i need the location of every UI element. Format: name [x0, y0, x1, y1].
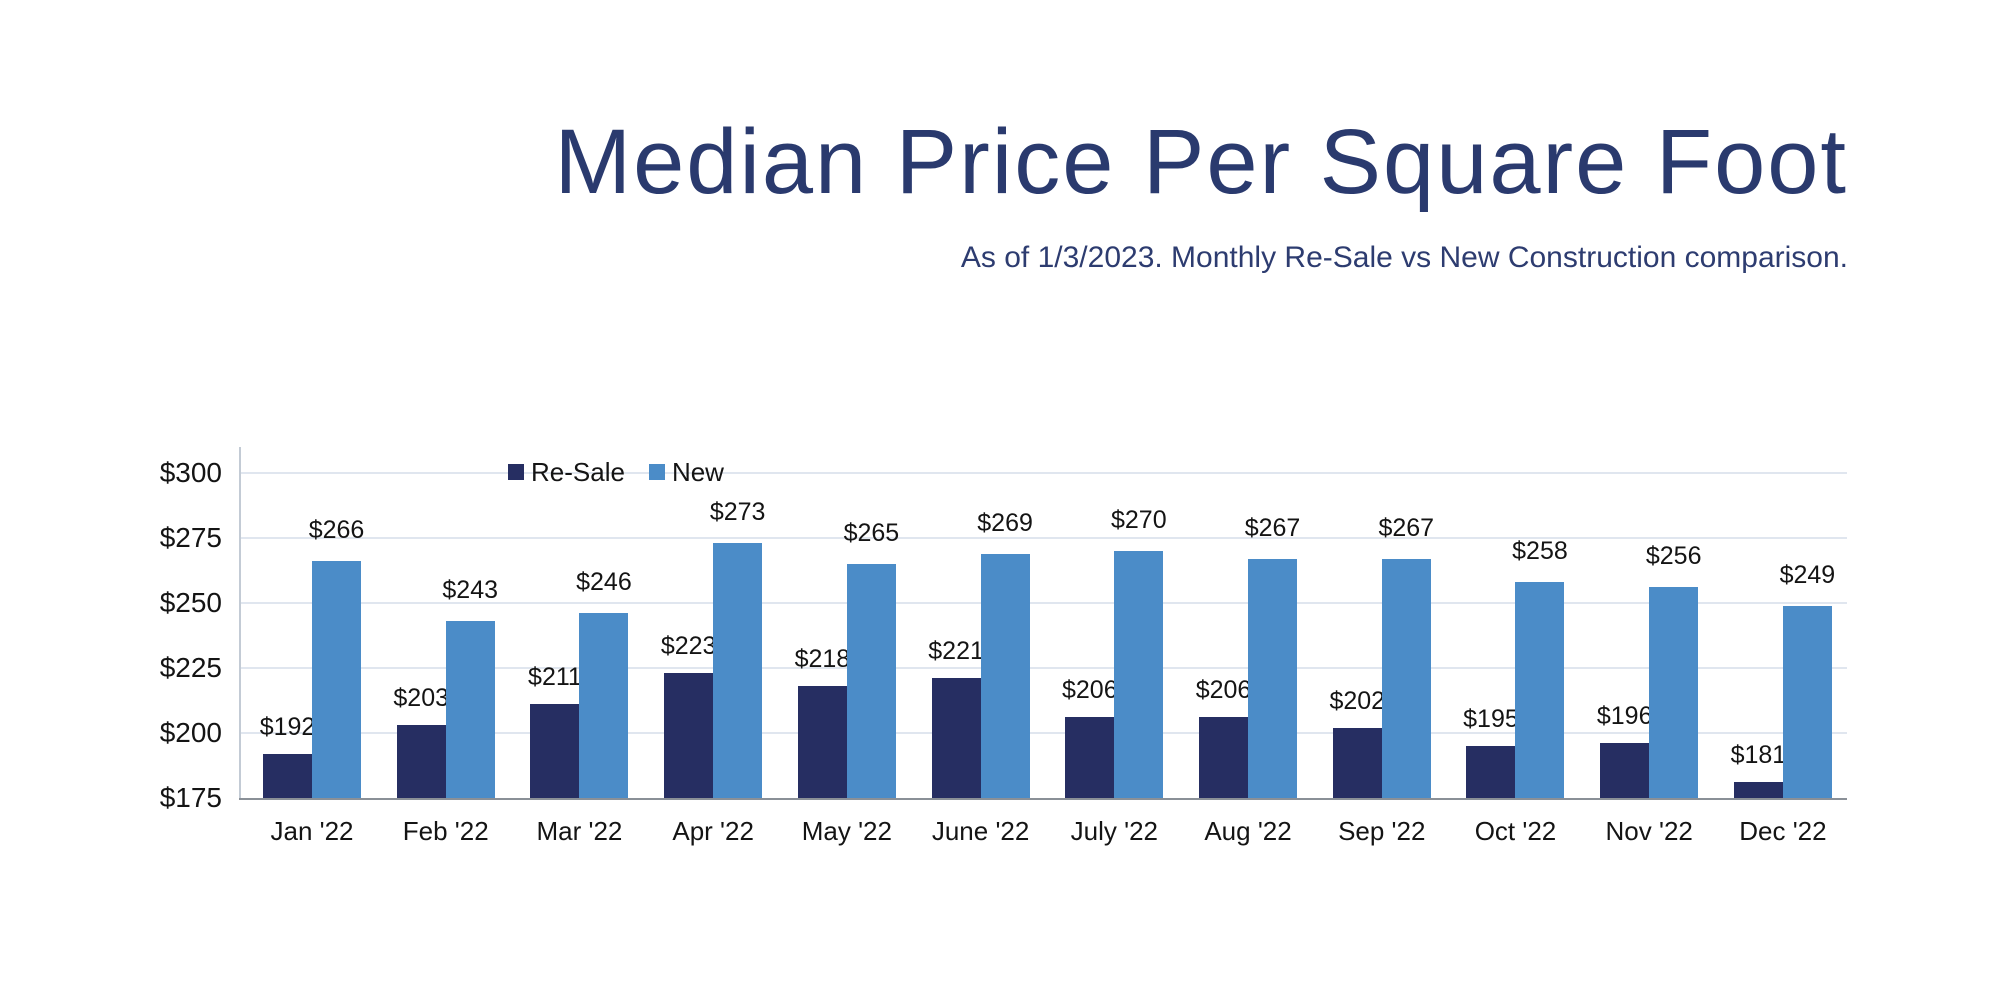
y-axis-label-225: $225 [159, 652, 222, 683]
bar-new-sep-22 [1381, 558, 1431, 798]
x-axis-label-mar-22: Mar '22 [536, 816, 623, 846]
y-axis-label-275: $275 [159, 522, 222, 553]
bar-re-sale-nov-22 [1600, 743, 1650, 798]
bar-label-new-apr-22: $273 [709, 498, 766, 527]
bar-label-re-sale-jan-22: $192 [259, 712, 316, 741]
bar-new-oct-22 [1515, 582, 1565, 798]
bar-re-sale-apr-22 [664, 673, 714, 798]
bar-new-jan-22 [312, 561, 361, 798]
bar-new-nov-22 [1649, 587, 1699, 798]
bar-new-may-22 [846, 564, 896, 798]
bar-label-new-oct-22: $258 [1512, 537, 1568, 566]
bar-re-sale-may-22 [797, 686, 847, 798]
bar-label-new-july-22: $270 [1111, 506, 1167, 534]
bar-label-re-sale-june-22: $221 [928, 637, 984, 666]
bar-label-new-aug-22: $267 [1244, 513, 1301, 542]
x-axis-label-feb-22: Feb '22 [402, 816, 489, 846]
bar-new-dec-22 [1782, 605, 1832, 798]
bar-label-new-mar-22: $246 [576, 568, 632, 597]
bar-label-new-dec-22: $249 [1779, 560, 1836, 589]
x-axis-label-sep-22: Sep '22 [1338, 816, 1426, 846]
x-axis-label-dec-22: Dec '22 [1739, 816, 1827, 846]
bar-label-re-sale-oct-22: $195 [1463, 705, 1519, 733]
bar-re-sale-june-22 [931, 678, 981, 798]
gridline-200 [241, 732, 1847, 734]
legend-label-resale: Re-Sale [531, 457, 625, 487]
y-axis-line [239, 447, 241, 800]
bar-label-re-sale-may-22: $218 [794, 645, 851, 674]
bar-new-apr-22 [713, 543, 763, 798]
gridline-275 [241, 537, 1847, 539]
x-axis-label-july-22: July '22 [1070, 816, 1158, 846]
gridline-250 [241, 602, 1847, 604]
y-axis-label-200: $200 [159, 717, 222, 748]
gridline-225 [241, 667, 1847, 669]
bar-label-new-may-22: $265 [843, 519, 900, 547]
legend-item-resale: Re-Sale [508, 459, 625, 485]
x-axis-baseline [239, 798, 1847, 800]
legend-swatch-resale-icon [508, 464, 524, 480]
x-axis-label-aug-22: Aug '22 [1204, 816, 1292, 846]
legend-swatch-new-icon [648, 464, 665, 480]
bar-label-re-sale-july-22: $206 [1062, 676, 1118, 705]
chart-title: Median Price Per Square Foot [554, 111, 1848, 213]
bar-label-re-sale-nov-22: $196 [1596, 702, 1653, 731]
bar-label-new-june-22: $269 [977, 508, 1033, 537]
bar-re-sale-mar-22 [530, 704, 580, 798]
bar-re-sale-july-22 [1065, 717, 1115, 798]
y-axis-label-250: $250 [159, 587, 222, 618]
legend-item-new: New [648, 457, 724, 487]
bar-label-re-sale-feb-22: $203 [393, 684, 450, 713]
bar-label-new-feb-22: $243 [442, 576, 499, 605]
bar-new-june-22 [980, 553, 1030, 798]
bar-label-new-nov-22: $256 [1645, 542, 1702, 571]
chart-subtitle: As of 1/3/2023. Monthly Re-Sale vs New C… [960, 241, 1848, 274]
bar-new-july-22 [1114, 551, 1164, 798]
y-axis-label-300: $300 [159, 457, 222, 488]
legend-label-new: New [671, 457, 724, 487]
bar-label-re-sale-mar-22: $211 [528, 663, 582, 692]
x-axis-label-nov-22: Nov '22 [1605, 816, 1693, 846]
x-axis-label-june-22: June '22 [931, 816, 1030, 846]
x-axis-label-may-22: May '22 [801, 816, 892, 846]
bar-re-sale-dec-22 [1733, 782, 1783, 798]
x-axis-label-jan-22: Jan '22 [270, 816, 354, 846]
bar-re-sale-oct-22 [1466, 746, 1516, 798]
bar-label-new-jan-22: $266 [308, 516, 365, 545]
bar-label-re-sale-apr-22: $223 [660, 632, 717, 661]
chart-legend: Re-Sale New [508, 459, 724, 485]
y-axis-label-175: $175 [159, 782, 222, 813]
gridline-300 [241, 472, 1847, 474]
bar-label-re-sale-sep-22: $202 [1329, 686, 1386, 715]
x-axis-label-oct-22: Oct '22 [1474, 816, 1557, 846]
bar-new-mar-22 [579, 613, 629, 798]
bar-label-new-sep-22: $267 [1378, 513, 1435, 542]
bar-re-sale-aug-22 [1199, 717, 1249, 798]
bar-new-aug-22 [1248, 558, 1298, 798]
x-axis-label-apr-22: Apr '22 [672, 816, 754, 846]
bar-re-sale-jan-22 [263, 753, 312, 798]
bar-new-feb-22 [445, 621, 495, 798]
bar-label-re-sale-dec-22: $181 [1730, 741, 1787, 770]
bar-re-sale-sep-22 [1332, 727, 1382, 798]
bar-re-sale-feb-22 [396, 725, 446, 798]
bar-label-re-sale-aug-22: $206 [1195, 676, 1252, 705]
